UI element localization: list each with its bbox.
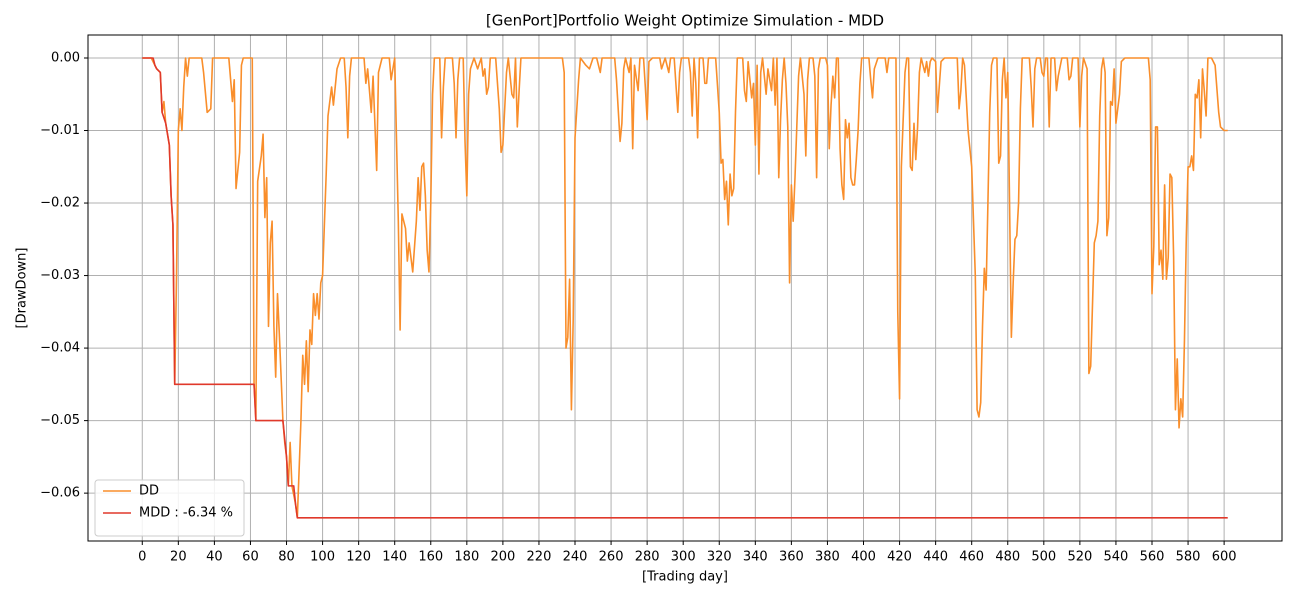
x-tick-label: 260: [599, 550, 624, 565]
series-line: [142, 57, 1228, 519]
y-tick-label: −0.01: [40, 123, 80, 138]
x-tick-label: 240: [563, 550, 588, 565]
x-tick-label: 100: [310, 550, 335, 565]
chart-title: [GenPort]Portfolio Weight Optimize Simul…: [486, 12, 884, 30]
x-tick-label: 0: [138, 550, 146, 565]
x-tick-label: 540: [1104, 550, 1129, 565]
y-tick-label: −0.06: [40, 486, 80, 501]
x-tick-label: 400: [851, 550, 876, 565]
y-tick-label: −0.03: [40, 268, 80, 283]
plot-area: [142, 57, 1228, 519]
x-tick-label: 460: [959, 550, 984, 565]
x-tick-label: 420: [887, 550, 912, 565]
y-tick-label: −0.04: [40, 341, 80, 356]
x-tick-label: 40: [206, 550, 223, 565]
x-tick-label: 180: [454, 550, 479, 565]
x-tick-label: 320: [707, 550, 732, 565]
y-tick-label: 0.00: [51, 50, 80, 65]
grid: [84, 35, 1282, 545]
x-tick-label: 480: [995, 550, 1020, 565]
x-tick-label: 160: [418, 550, 443, 565]
y-tick-label: −0.05: [40, 413, 80, 428]
axes-frame: [87, 34, 1283, 542]
x-tick-label: 140: [382, 550, 407, 565]
x-tick-label: 220: [527, 550, 552, 565]
x-tick-label: 280: [635, 550, 660, 565]
x-tick-label: 500: [1031, 550, 1056, 565]
legend-label: MDD : -6.34 %: [139, 506, 233, 521]
x-axis-label: [Trading day]: [642, 570, 728, 585]
x-tick-label: 440: [923, 550, 948, 565]
y-tick-label: −0.02: [40, 196, 80, 211]
x-tick-label: 300: [671, 550, 696, 565]
x-tick-label: 200: [490, 550, 515, 565]
x-tick-label: 600: [1212, 550, 1237, 565]
series-line: [142, 57, 1228, 519]
legend: DD MDD : -6.34 %: [94, 479, 245, 537]
x-tick-label: 560: [1140, 550, 1165, 565]
x-tick-label: 60: [242, 550, 259, 565]
x-tick-label: 340: [743, 550, 768, 565]
x-tick-label: 120: [346, 550, 371, 565]
x-tick-label: 520: [1067, 550, 1092, 565]
x-tick-label: 20: [170, 550, 187, 565]
x-tick-label: 80: [278, 550, 295, 565]
y-axis-label: [DrawDown]: [15, 248, 30, 329]
legend-label: DD: [139, 484, 159, 499]
x-tick-label: 380: [815, 550, 840, 565]
x-tick-label: 360: [779, 550, 804, 565]
legend-box: [94, 479, 245, 537]
x-tick-label: 580: [1176, 550, 1201, 565]
